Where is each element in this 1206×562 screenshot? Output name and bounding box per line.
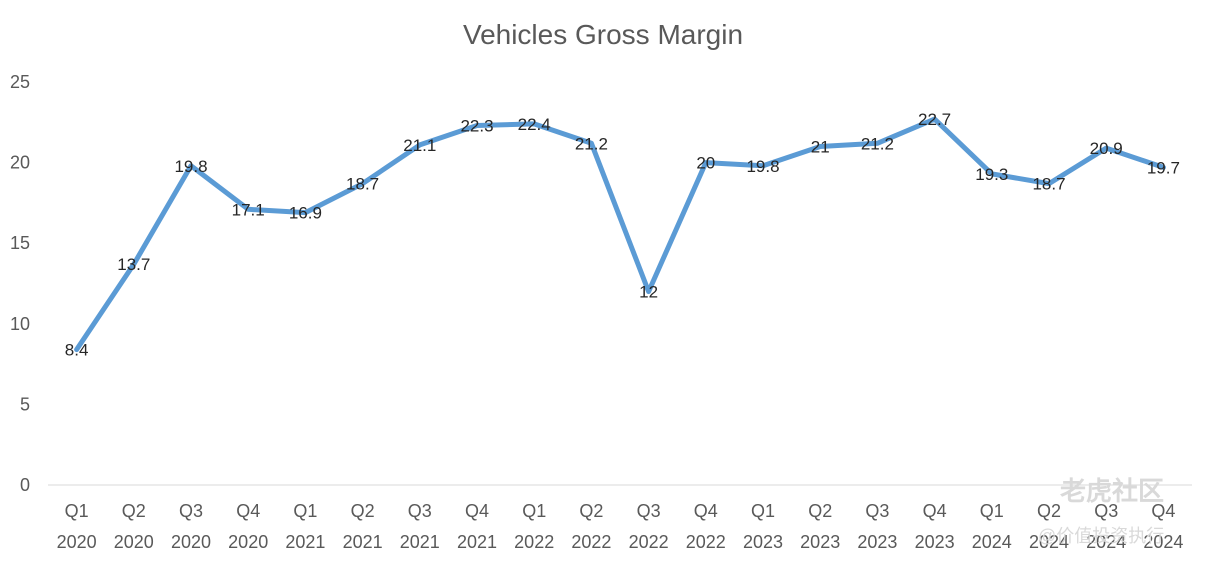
x-tick-label-year: 2020 — [114, 532, 154, 552]
chart-title: Vehicles Gross Margin — [463, 19, 743, 50]
data-label: 22.3 — [460, 117, 493, 136]
x-tick-label: Q1 — [980, 501, 1004, 521]
x-axis: Q1 2020 Q2 2020 Q3 2020 Q4 2020 Q1 2021 Q2 2021 Q3 20… — [57, 501, 1184, 552]
y-axis: 0 5 10 15 20 25 — [10, 72, 30, 495]
x-tick-label: Q3 — [865, 501, 889, 521]
data-label: 12 — [639, 283, 658, 302]
x-tick-label: Q4 — [465, 501, 489, 521]
data-label: 20.9 — [1090, 139, 1123, 158]
x-tick-label: Q4 — [694, 501, 718, 521]
x-tick-label-year: 2021 — [457, 532, 497, 552]
x-tick-label: Q3 — [179, 501, 203, 521]
x-tick-label-year: 2021 — [400, 532, 440, 552]
y-tick-label: 5 — [20, 394, 30, 414]
x-tick-label-year: 2020 — [171, 532, 211, 552]
x-tick-label-year: 2021 — [343, 532, 383, 552]
y-tick-label: 25 — [10, 72, 30, 92]
x-tick-label: Q4 — [1151, 501, 1175, 521]
y-tick-label: 10 — [10, 314, 30, 334]
x-tick-label: Q1 — [522, 501, 546, 521]
data-label: 19.8 — [174, 157, 207, 176]
x-tick-label: Q3 — [1094, 501, 1118, 521]
x-tick-label: Q4 — [923, 501, 947, 521]
watermark-text: 老虎社区 — [1060, 476, 1164, 506]
data-label: 18.7 — [1032, 175, 1065, 194]
x-tick-label: Q2 — [579, 501, 603, 521]
x-tick-label-year: 2022 — [686, 532, 726, 552]
x-tick-label: Q1 — [65, 501, 89, 521]
x-tick-label-year: 2024 — [1143, 532, 1183, 552]
x-tick-label-year: 2023 — [915, 532, 955, 552]
y-tick-label: 0 — [20, 475, 30, 495]
data-label: 16.9 — [289, 204, 322, 223]
data-label: 19.8 — [746, 157, 779, 176]
x-tick-label-year: 2020 — [228, 532, 268, 552]
data-label: 19.3 — [975, 165, 1008, 184]
data-label: 17.1 — [232, 200, 265, 219]
x-tick-label-year: 2023 — [743, 532, 783, 552]
x-tick-label: Q3 — [408, 501, 432, 521]
x-tick-label: Q2 — [351, 501, 375, 521]
x-tick-label: Q1 — [293, 501, 317, 521]
series-line — [74, 116, 1166, 353]
x-tick-label: Q2 — [808, 501, 832, 521]
x-tick-label-year: 2022 — [514, 532, 554, 552]
data-label: 22.7 — [918, 110, 951, 129]
data-label: 21 — [811, 137, 830, 156]
x-tick-label: Q2 — [1037, 501, 1061, 521]
x-tick-label: Q4 — [236, 501, 260, 521]
x-tick-label: Q2 — [122, 501, 146, 521]
x-tick-label-year: 2022 — [629, 532, 669, 552]
x-tick-label: Q1 — [751, 501, 775, 521]
data-label: 21.2 — [575, 134, 608, 153]
data-label: 18.7 — [346, 175, 379, 194]
x-tick-label-year: 2020 — [57, 532, 97, 552]
x-tick-label-year: 2021 — [285, 532, 325, 552]
x-tick-label: Q3 — [637, 501, 661, 521]
x-tick-label-year: 2024 — [1086, 532, 1126, 552]
data-label: 13.7 — [117, 255, 150, 274]
watermark-subtext: @价值投资执行 — [1038, 526, 1164, 546]
data-label: 21.1 — [403, 136, 436, 155]
x-tick-label-year: 2023 — [800, 532, 840, 552]
data-label: 8.4 — [65, 341, 89, 360]
data-label: 19.7 — [1147, 158, 1180, 177]
watermark: 老虎社区 @价值投资执行 — [1038, 476, 1164, 546]
data-labels: 8.4 13.7 19.8 17.1 16.9 18.7 21.1 22.3 22.4 21.2 1… — [65, 110, 1180, 360]
x-tick-label-year: 2023 — [857, 532, 897, 552]
y-tick-label: 20 — [10, 153, 30, 173]
x-tick-label-year: 2024 — [972, 532, 1012, 552]
data-label: 21.2 — [861, 134, 894, 153]
x-tick-label-year: 2024 — [1029, 532, 1069, 552]
y-tick-label: 15 — [10, 233, 30, 253]
x-tick-label-year: 2022 — [571, 532, 611, 552]
data-label: 20 — [696, 154, 715, 173]
data-label: 22.4 — [518, 115, 551, 134]
